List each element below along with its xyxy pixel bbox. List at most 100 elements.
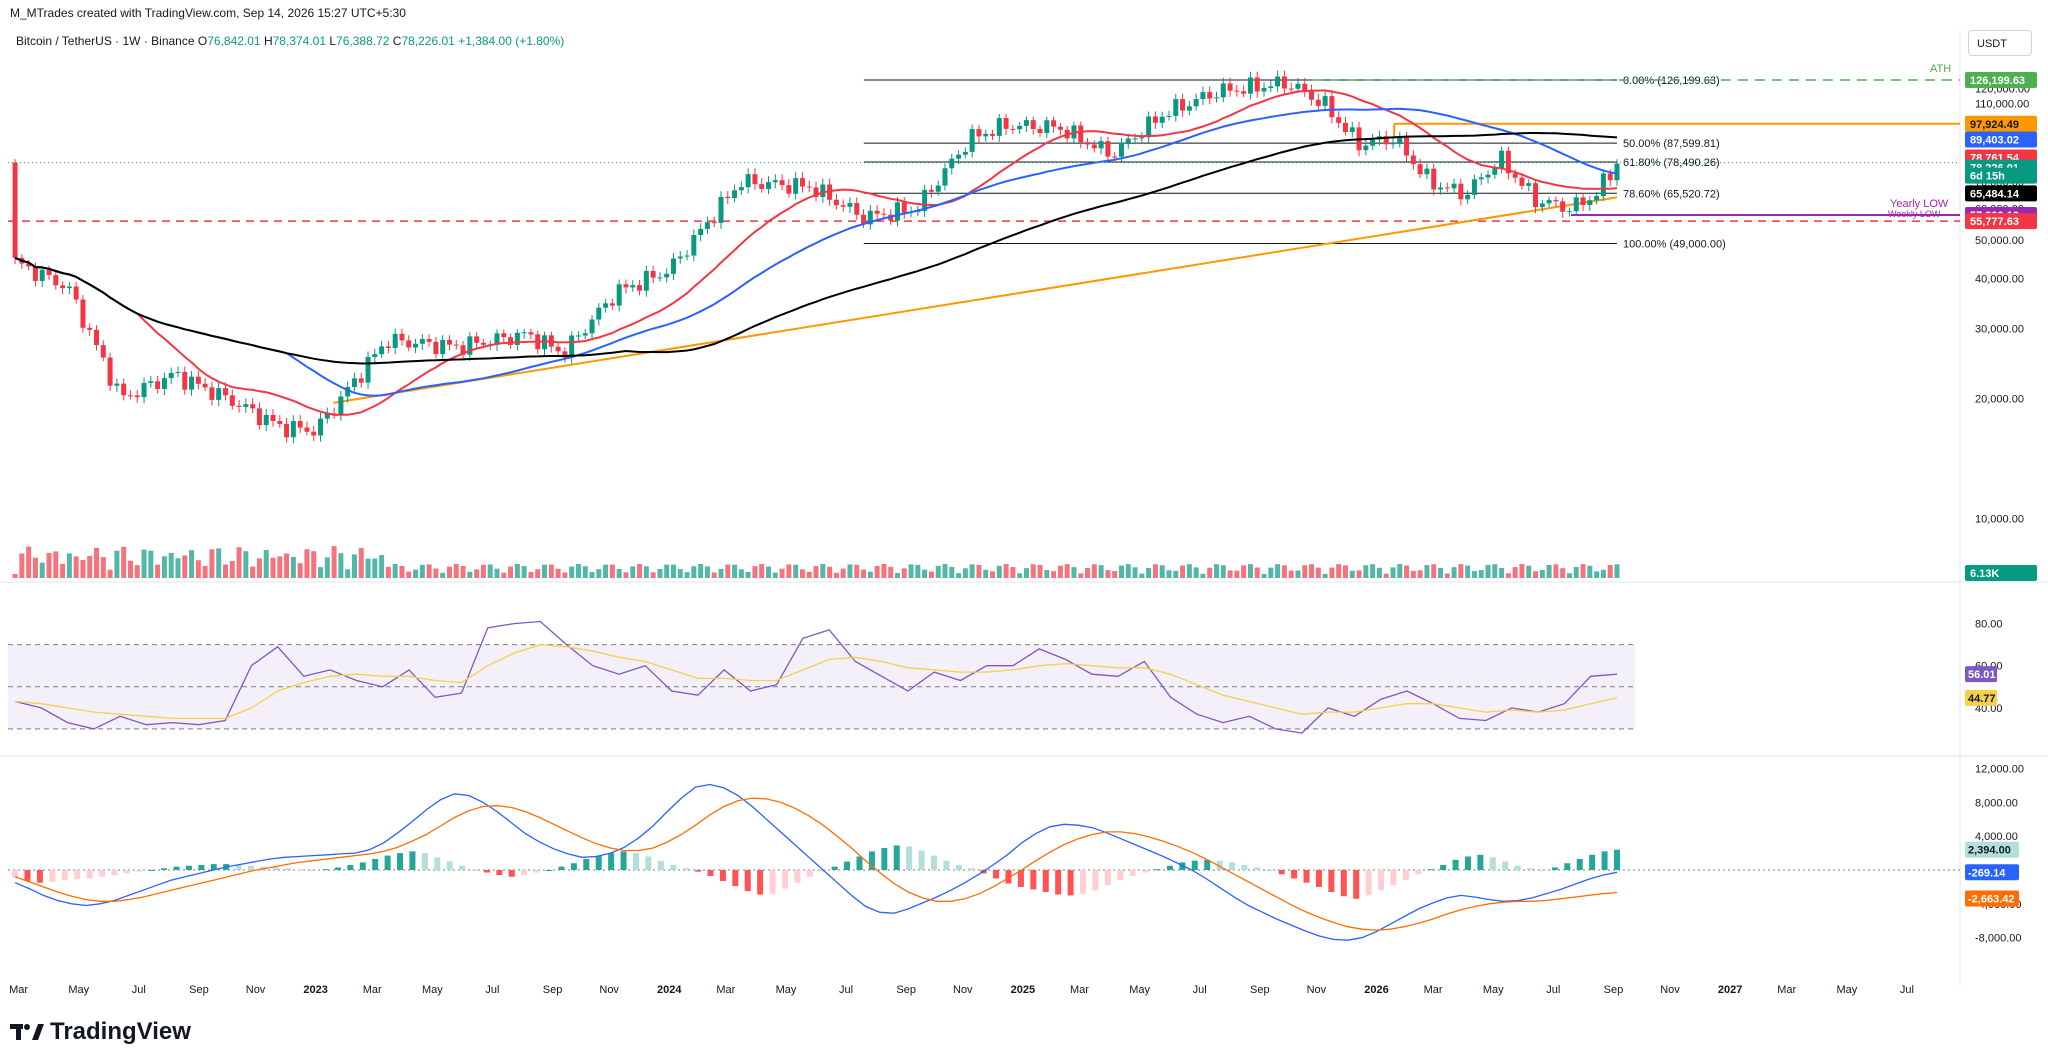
candle-body xyxy=(657,277,663,279)
candle-body xyxy=(304,427,310,432)
volume-bar xyxy=(623,572,629,578)
candle-body xyxy=(711,222,717,224)
candle-body xyxy=(1526,183,1532,186)
volume-bar xyxy=(202,565,208,578)
macd-histogram-bar xyxy=(608,853,615,870)
candle-body xyxy=(1431,168,1437,190)
volume-bar xyxy=(229,560,235,578)
chart-canvas[interactable]: 120,000.00110,000.00100,000.0090,000.008… xyxy=(0,0,2048,1000)
volume-bar xyxy=(392,564,398,578)
candle-body xyxy=(1336,117,1342,123)
volume-bar xyxy=(786,564,792,578)
macd-line xyxy=(14,783,1618,941)
candle-body xyxy=(202,383,208,388)
volume-bar xyxy=(19,553,25,578)
candle-body xyxy=(827,184,833,200)
macd-histogram-bar xyxy=(632,853,639,870)
volume-bar xyxy=(1010,567,1016,578)
candle-body xyxy=(1390,142,1396,145)
volume-bar xyxy=(148,550,154,578)
candle-body xyxy=(277,420,283,424)
candle-body xyxy=(1268,86,1274,88)
fib-label: 50.00% (87,599.81) xyxy=(1623,138,1720,150)
volume-bar xyxy=(155,564,161,578)
volume-bar xyxy=(284,553,290,578)
candle-body xyxy=(1424,168,1430,175)
candle-body xyxy=(1295,83,1301,89)
macd-histogram-bar xyxy=(459,865,466,870)
candle-body xyxy=(603,303,609,308)
volume-bar xyxy=(1268,567,1274,578)
volume-bar xyxy=(1186,564,1192,578)
macd-histogram-bar xyxy=(1291,870,1298,879)
volume-bar xyxy=(779,568,785,578)
volume-bar xyxy=(1560,568,1566,578)
candle-body xyxy=(1370,139,1376,146)
candle-body xyxy=(426,339,432,342)
macd-histogram-bar xyxy=(1601,851,1608,870)
macd-histogram-bar xyxy=(943,860,950,870)
candle-body xyxy=(521,332,527,334)
candle-body xyxy=(324,413,330,419)
macd-histogram-bar xyxy=(1303,870,1310,883)
macd-value-text: -269.14 xyxy=(1968,867,2006,879)
volume-bar xyxy=(263,549,269,578)
time-axis-tick: Sep xyxy=(1250,984,1270,996)
price-label-tag xyxy=(1965,131,2037,148)
volume-bar xyxy=(1023,568,1029,578)
volume-bar xyxy=(399,565,405,578)
macd-histogram-bar xyxy=(744,870,751,892)
candle-body xyxy=(861,214,867,225)
macd-histogram-bar xyxy=(657,860,664,870)
high-value: 78,374.01 xyxy=(272,34,327,48)
volume-bar xyxy=(66,553,72,578)
candle-body xyxy=(189,376,195,390)
volume-bar xyxy=(1336,564,1342,578)
candle-body xyxy=(616,284,622,306)
volume-bar xyxy=(657,568,663,578)
candle-body xyxy=(1505,150,1511,174)
volume-bar xyxy=(94,547,100,578)
volume-bar xyxy=(1322,573,1328,578)
volume-bar xyxy=(1200,573,1206,578)
price-label-tag xyxy=(1965,167,2037,184)
volume-bar xyxy=(1166,570,1172,578)
candle-body xyxy=(704,222,710,229)
macd-histogram-bar xyxy=(210,864,217,870)
volume-bar xyxy=(752,566,758,578)
candle-body xyxy=(60,285,66,289)
macd-histogram-bar xyxy=(136,870,143,872)
candle-body xyxy=(1302,83,1308,91)
candle-body xyxy=(718,196,724,223)
candle-body xyxy=(1125,138,1131,143)
candle-body xyxy=(752,174,758,185)
volume-bar xyxy=(630,566,636,578)
candle-body xyxy=(1180,99,1186,111)
time-axis-tick: 2024 xyxy=(657,984,682,996)
candle-body xyxy=(1214,97,1220,99)
candle-body xyxy=(738,187,744,191)
volume-bar xyxy=(433,568,439,578)
candle-body xyxy=(1471,179,1477,195)
currency-selector[interactable]: USDT xyxy=(1968,30,2032,56)
ohlc-legend: Bitcoin / TetherUS · 1W · Binance O76,84… xyxy=(16,34,564,48)
volume-bar xyxy=(1397,564,1403,578)
macd-histogram-bar xyxy=(558,866,565,870)
macd-histogram-bar xyxy=(521,870,528,876)
volume-bar xyxy=(487,564,493,578)
volume-bar xyxy=(1519,564,1525,578)
volume-bar xyxy=(1499,568,1505,578)
macd-histogram-bar xyxy=(831,866,838,870)
volume-bar xyxy=(1417,570,1423,578)
volume-bar xyxy=(1329,567,1335,578)
candle-body xyxy=(80,299,86,328)
candle-body xyxy=(1397,137,1403,143)
candle-body xyxy=(630,285,636,288)
candle-body xyxy=(922,189,928,212)
macd-histogram-bar xyxy=(570,863,577,870)
volume-bar xyxy=(1438,567,1444,578)
candle-body xyxy=(1051,120,1057,127)
volume-bar xyxy=(311,551,317,578)
candle-body xyxy=(141,382,147,398)
macd-histogram-bar xyxy=(1576,859,1583,870)
